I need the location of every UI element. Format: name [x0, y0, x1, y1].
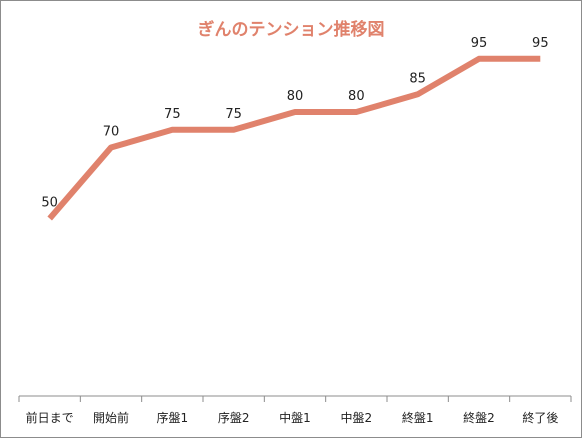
data-label: 75	[225, 107, 242, 122]
series-layer	[47, 55, 541, 221]
data-label: 80	[287, 89, 304, 104]
data-label: 50	[41, 196, 58, 211]
category-label: 中盤2	[341, 410, 373, 425]
category-label: 序盤1	[157, 410, 189, 425]
data-label: 95	[532, 36, 549, 51]
data-label: 70	[103, 125, 120, 140]
category-label: 終了後	[522, 410, 558, 425]
series-line	[47, 55, 541, 221]
category-label: 終盤1	[402, 410, 434, 425]
data-label: 85	[409, 71, 426, 86]
category-label: 序盤2	[218, 410, 250, 425]
category-label: 中盤1	[279, 410, 311, 425]
category-labels: 前日まで 開始前 序盤1 序盤2 中盤1 中盤2 終盤1 終盤2 終了後	[26, 410, 559, 425]
data-label: 95	[471, 36, 488, 51]
x-axis	[18, 395, 572, 402]
category-label: 前日まで	[26, 410, 74, 425]
chart-title: ぎんのテンション推移図	[197, 20, 385, 40]
data-label: 80	[348, 89, 365, 104]
data-labels: 50 70 75 75 80 80 85 95 95	[41, 36, 548, 211]
category-label: 終盤2	[463, 410, 495, 425]
category-label: 開始前	[93, 410, 129, 425]
data-label: 75	[164, 107, 181, 122]
